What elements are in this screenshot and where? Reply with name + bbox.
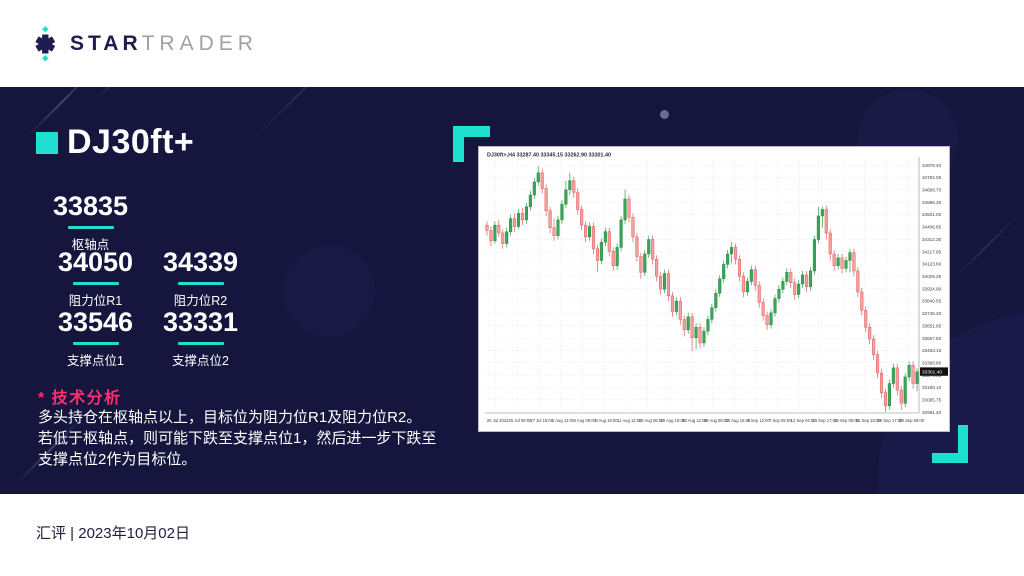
main-panel: DJ30ft+ 33835 枢轴点 34050 阻力位R1 34339 阻力位R… xyxy=(0,87,1024,494)
deco-dot xyxy=(660,110,669,119)
analysis-line: 支撑点位2作为目标位。 xyxy=(38,451,197,468)
svg-text:33746.20: 33746.20 xyxy=(922,311,942,316)
svg-text:34784.05: 34784.05 xyxy=(922,175,942,180)
svg-text:33180.10: 33180.10 xyxy=(922,385,942,390)
resistance-r2-label: 阻力位R2 xyxy=(173,294,228,308)
svg-text:33557.50: 33557.50 xyxy=(922,336,942,341)
teal-underline xyxy=(67,226,114,229)
svg-text:28 Aug 08:00: 28 Aug 08:00 xyxy=(704,418,729,423)
svg-text:29 Sep 08:00: 29 Sep 08:00 xyxy=(899,418,925,423)
analysis-line: 若低于枢轴点，则可能下跌至支撑点位1，然后进一步下跌至 xyxy=(38,430,437,447)
svg-text:34689.70: 34689.70 xyxy=(922,188,942,193)
support-row: 33546 支撑点位1 33331 支撑点位2 xyxy=(43,309,253,369)
footer-date-text: 汇评 | 2023年10月02日 xyxy=(36,525,190,542)
support-s1-value: 33546 xyxy=(57,307,134,337)
svg-text:34501.00: 34501.00 xyxy=(922,212,942,217)
deco-streak xyxy=(954,213,1020,279)
svg-text:34406.65: 34406.65 xyxy=(922,225,942,230)
svg-text:11 Aug 12:00: 11 Aug 12:00 xyxy=(617,418,642,423)
svg-text:34312.30: 34312.30 xyxy=(922,237,942,242)
svg-text:33840.55: 33840.55 xyxy=(922,299,942,304)
logo-text-trader: TRADER xyxy=(141,31,258,55)
svg-text:34217.95: 34217.95 xyxy=(922,249,942,254)
svg-text:20 Jul 2023: 20 Jul 2023 xyxy=(487,418,509,423)
svg-text:26 Sep 17:00: 26 Sep 17:00 xyxy=(877,418,903,423)
instrument-title-row: DJ30ft+ xyxy=(36,123,194,162)
svg-text:19 Sep 09:00: 19 Sep 09:00 xyxy=(834,418,860,423)
svg-text:34595.35: 34595.35 xyxy=(922,200,942,205)
svg-text:33463.15: 33463.15 xyxy=(922,348,942,353)
support-s1-label: 支撑点位1 xyxy=(67,354,124,368)
logo-wordmark: STAR TRADER xyxy=(70,32,258,56)
svg-text:34878.40: 34878.40 xyxy=(922,163,942,168)
resistance-r2-value: 34339 xyxy=(162,247,239,277)
teal-underline xyxy=(177,342,224,345)
deco-streak xyxy=(95,87,140,101)
svg-text:33301.40: 33301.40 xyxy=(922,369,942,375)
svg-text:27 Jul 16:00: 27 Jul 16:00 xyxy=(530,418,553,423)
svg-text:34029.25: 34029.25 xyxy=(922,274,942,279)
svg-text:33368.80: 33368.80 xyxy=(922,360,942,365)
support-s2-label: 支撑点位2 xyxy=(172,354,229,368)
svg-text:1 Aug 12:00: 1 Aug 12:00 xyxy=(552,418,575,423)
teal-corner-bracket-top-left xyxy=(453,126,490,162)
svg-text:16 Aug 08:00: 16 Aug 08:00 xyxy=(639,418,664,423)
pivot-label: 枢轴点 xyxy=(71,238,110,252)
svg-text:34123.60: 34123.60 xyxy=(922,262,942,267)
svg-text:33085.75: 33085.75 xyxy=(922,398,942,403)
teal-underline xyxy=(177,282,224,285)
teal-corner-bracket-bottom-right xyxy=(932,425,968,463)
svg-text:25 Jul 08:00: 25 Jul 08:00 xyxy=(509,418,532,423)
analysis-body: 多头持仓在枢轴点以上，目标位为阻力位R1及阻力位R2。 若低于枢轴点，则可能下跌… xyxy=(38,407,436,470)
deco-streak xyxy=(249,87,350,144)
analysis-line: 多头持仓在枢轴点以上，目标位为阻力位R1及阻力位R2。 xyxy=(38,409,422,426)
svg-text:30 Aug 16:00: 30 Aug 16:00 xyxy=(726,418,751,423)
svg-text:4 Aug 08:00: 4 Aug 08:00 xyxy=(574,418,597,423)
svg-text:8 Aug 16:00: 8 Aug 16:00 xyxy=(595,418,618,423)
resistance-r2-block: 34339 阻力位R2 xyxy=(148,249,253,309)
teal-underline xyxy=(72,342,119,345)
svg-text:33934.90: 33934.90 xyxy=(922,286,942,291)
logo-text-star: STAR xyxy=(70,31,142,55)
deco-circle-mid-left xyxy=(283,245,375,337)
page-title: DJ30ft+ xyxy=(67,123,195,161)
svg-text:21 Sep 16:00: 21 Sep 16:00 xyxy=(856,418,882,423)
footer: 汇评 | 2023年10月02日 xyxy=(0,494,1024,576)
candlestick-chart-svg: 34878.40 34784.05 34689.70 34595.35 34501.00… xyxy=(485,153,948,423)
svg-text:23 Aug 12:00: 23 Aug 12:00 xyxy=(682,418,707,423)
teal-underline xyxy=(72,282,119,285)
resistance-r1-label: 阻力位R1 xyxy=(68,294,123,308)
svg-text:4 Sep 12:00: 4 Sep 12:00 xyxy=(747,418,770,423)
svg-text:33651.85: 33651.85 xyxy=(922,323,942,328)
pivot-point-block: 33835 枢轴点 xyxy=(38,193,143,253)
support-s1-block: 33546 支撑点位1 xyxy=(43,309,148,369)
title-bullet-square xyxy=(36,131,58,154)
svg-text:7 Sep 08:00: 7 Sep 08:00 xyxy=(769,418,792,423)
support-s2-block: 33331 支撑点位2 xyxy=(148,309,253,369)
pivot-value: 33835 xyxy=(52,191,129,221)
svg-text:12 Sep 04:00: 12 Sep 04:00 xyxy=(791,418,817,423)
star-asterisk-icon xyxy=(35,25,56,62)
svg-text:14 Sep 17:00: 14 Sep 17:00 xyxy=(812,418,838,423)
resistance-row: 34050 阻力位R1 34339 阻力位R2 xyxy=(43,249,253,309)
price-chart: 34878.40 34784.05 34689.70 34595.35 34501.00… xyxy=(478,146,950,432)
header: STAR TRADER xyxy=(0,0,1024,87)
analysis-heading: * 技术分析 xyxy=(38,390,122,407)
startrader-logo: STAR TRADER xyxy=(30,25,258,63)
svg-text:32991.40: 32991.40 xyxy=(922,410,942,415)
support-s2-value: 33331 xyxy=(162,307,239,337)
svg-text:DJ30ft+,H4 33287.40 33345.15: DJ30ft+,H4 33287.40 33345.15 33262.90 33… xyxy=(487,153,611,159)
svg-text:18 Aug 16:00: 18 Aug 16:00 xyxy=(660,418,685,423)
resistance-r1-block: 34050 阻力位R1 xyxy=(43,249,148,309)
resistance-r1-value: 34050 xyxy=(57,247,134,277)
